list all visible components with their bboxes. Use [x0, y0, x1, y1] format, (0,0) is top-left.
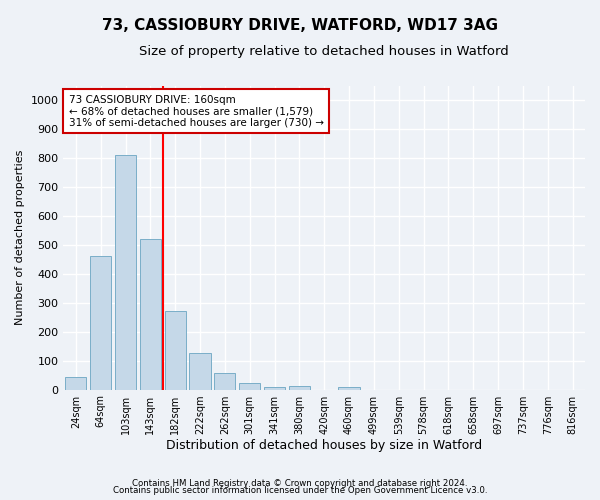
Bar	[164, 312, 186, 390]
Text: Contains public sector information licensed under the Open Government Licence v3: Contains public sector information licen…	[113, 486, 487, 495]
Bar	[264, 386, 285, 390]
Y-axis label: Number of detached properties: Number of detached properties	[15, 150, 25, 326]
Title: Size of property relative to detached houses in Watford: Size of property relative to detached ho…	[139, 45, 509, 58]
Bar	[338, 386, 359, 390]
Bar	[115, 155, 136, 390]
Text: 73 CASSIOBURY DRIVE: 160sqm
← 68% of detached houses are smaller (1,579)
31% of : 73 CASSIOBURY DRIVE: 160sqm ← 68% of det…	[68, 94, 323, 128]
Bar	[239, 383, 260, 390]
Text: 73, CASSIOBURY DRIVE, WATFORD, WD17 3AG: 73, CASSIOBURY DRIVE, WATFORD, WD17 3AG	[102, 18, 498, 32]
X-axis label: Distribution of detached houses by size in Watford: Distribution of detached houses by size …	[166, 440, 482, 452]
Bar	[190, 354, 211, 390]
Text: Contains HM Land Registry data © Crown copyright and database right 2024.: Contains HM Land Registry data © Crown c…	[132, 478, 468, 488]
Bar	[214, 373, 235, 390]
Bar	[65, 376, 86, 390]
Bar	[90, 256, 111, 390]
Bar	[140, 239, 161, 390]
Bar	[289, 386, 310, 390]
